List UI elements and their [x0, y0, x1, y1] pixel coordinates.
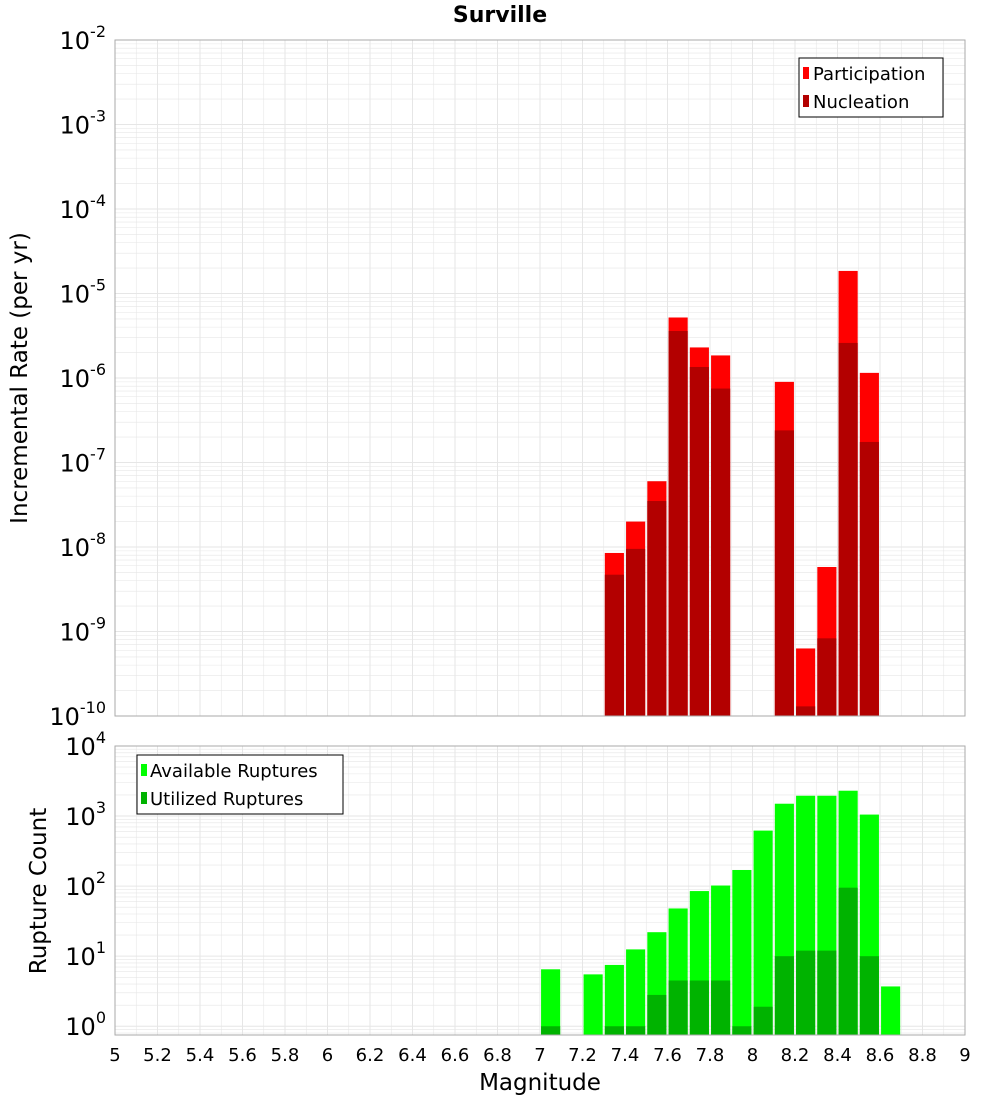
bar-utilized-ruptures: [817, 950, 837, 1035]
bar-nucleation: [626, 548, 646, 716]
bar-utilized-ruptures: [859, 956, 879, 1035]
x-tick-label: 9: [959, 1045, 970, 1066]
bar-available-ruptures: [732, 869, 752, 1035]
bar-nucleation: [604, 574, 624, 716]
y-tick-label: 10-8: [60, 529, 107, 562]
y-tick-label: 101: [65, 938, 106, 971]
y-tick-label: 10-5: [60, 276, 107, 309]
bar-available-ruptures: [604, 964, 624, 1035]
legend-label-participation: Participation: [813, 64, 925, 85]
y-tick-label: 10-9: [60, 614, 107, 647]
bar-nucleation: [711, 388, 731, 716]
x-tick-label: 7.8: [696, 1045, 725, 1066]
y-tick-label: 104: [65, 728, 106, 761]
bar-available-ruptures: [626, 949, 646, 1035]
top-legend-box: [798, 57, 944, 118]
bar-utilized-ruptures: [753, 1006, 773, 1035]
bottom-legend: Available Ruptures Utilized Ruptures: [136, 754, 344, 815]
bar-nucleation: [689, 366, 709, 716]
top-plot-bars: [604, 270, 879, 716]
x-tick-label: 6: [322, 1045, 333, 1066]
bar-participation: [796, 648, 816, 716]
bar-available-ruptures: [881, 986, 901, 1035]
x-tick-label: 7.2: [568, 1045, 597, 1066]
bottom-y-axis-label: Rupture Count: [26, 808, 52, 974]
bar-utilized-ruptures: [774, 956, 794, 1035]
bar-nucleation: [796, 706, 816, 716]
y-tick-label: 10-3: [60, 107, 107, 140]
y-tick-label: 102: [65, 868, 106, 901]
y-tick-label: 10-6: [60, 360, 107, 393]
y-tick-label: 103: [65, 798, 106, 831]
bottom-plot-bars: [541, 790, 901, 1035]
bar-nucleation: [774, 430, 794, 716]
x-tick-labels: 5 5.2 5.4 5.6 5.8 6 6.2 6.4 6.6 6.8 7 7.2 7.4 7.6 7.8 8…: [109, 1045, 970, 1066]
x-tick-label: 5.6: [228, 1045, 257, 1066]
x-tick-label: 7.4: [611, 1045, 640, 1066]
bar-utilized-ruptures: [668, 980, 688, 1035]
bar-utilized-ruptures: [689, 980, 709, 1035]
y-tick-label: 10-2: [60, 22, 107, 55]
legend-label-available: Available Ruptures: [150, 761, 318, 782]
chart-title: Surville: [453, 3, 547, 28]
x-tick-label: 8.6: [866, 1045, 895, 1066]
y-tick-label: 100: [65, 1008, 106, 1041]
bar-utilized-ruptures: [541, 1026, 561, 1035]
x-tick-label: 8.4: [823, 1045, 852, 1066]
legend-swatch-participation: [803, 67, 809, 79]
x-tick-label: 6.2: [356, 1045, 385, 1066]
bar-nucleation: [859, 441, 879, 716]
x-tick-label: 7.6: [653, 1045, 682, 1066]
top-y-tick-labels: 10-2 10-3 10-4 10-5 10-6 10-7 10-8 10-9 10-10: [49, 22, 106, 731]
bar-available-ruptures: [583, 974, 603, 1035]
top-y-axis-label: Incremental Rate (per yr): [7, 232, 33, 524]
x-tick-label: 8.8: [908, 1045, 937, 1066]
bar-nucleation: [668, 330, 688, 716]
x-axis-label: Magnitude: [479, 1070, 601, 1096]
legend-label-nucleation: Nucleation: [813, 92, 909, 113]
x-tick-label: 6.4: [398, 1045, 427, 1066]
x-tick-label: 5.4: [186, 1045, 215, 1066]
bottom-y-tick-labels: 104 103 102 101 100: [65, 728, 106, 1041]
x-tick-label: 6.8: [483, 1045, 512, 1066]
x-tick-label: 5.2: [143, 1045, 172, 1066]
top-plot-gridlines: [114, 39, 966, 717]
bottom-plot-frame: [114, 745, 966, 1036]
bar-nucleation: [647, 501, 667, 716]
x-tick-label: 5.8: [271, 1045, 300, 1066]
bar-available-ruptures: [541, 969, 561, 1035]
bar-utilized-ruptures: [838, 887, 858, 1035]
bar-utilized-ruptures: [796, 950, 816, 1035]
top-plot-frame: [114, 39, 966, 717]
bar-utilized-ruptures: [732, 1026, 752, 1035]
bar-available-ruptures: [753, 830, 773, 1035]
legend-swatch-nucleation: [803, 95, 809, 107]
legend-swatch-available: [141, 764, 147, 776]
x-tick-label: 7: [534, 1045, 545, 1066]
x-tick-label: 5: [109, 1045, 120, 1066]
bar-utilized-ruptures: [604, 1026, 624, 1035]
x-tick-label: 6.6: [441, 1045, 470, 1066]
x-tick-label: 8: [747, 1045, 758, 1066]
bar-utilized-ruptures: [711, 980, 731, 1035]
bar-nucleation: [817, 638, 837, 716]
bar-utilized-ruptures: [647, 994, 667, 1035]
y-tick-label: 10-10: [49, 698, 106, 731]
legend-swatch-utilized: [141, 792, 147, 804]
y-tick-label: 10-7: [60, 445, 107, 478]
y-tick-label: 10-4: [60, 191, 107, 224]
top-legend: Participation Nucleation: [798, 57, 944, 118]
x-tick-label: 8.2: [781, 1045, 810, 1066]
bottom-legend-box: [136, 754, 344, 815]
legend-label-utilized: Utilized Ruptures: [150, 789, 303, 810]
bar-utilized-ruptures: [626, 1026, 646, 1035]
bar-nucleation: [838, 342, 858, 716]
